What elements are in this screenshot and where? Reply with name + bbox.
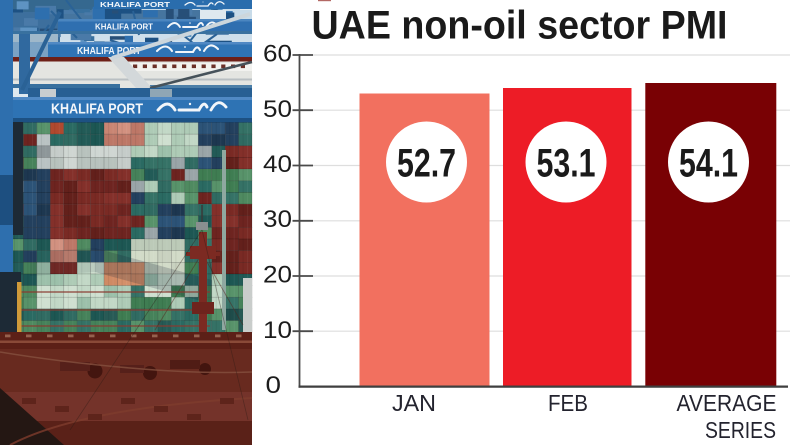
svg-text:KHALIFA PORT: KHALIFA PORT <box>51 102 143 118</box>
svg-text:KHALIFA PORT: KHALIFA PORT <box>77 46 141 57</box>
svg-text:FEB: FEB <box>548 390 588 416</box>
svg-text:52.7: 52.7 <box>397 142 456 186</box>
svg-text:50: 50 <box>263 96 292 123</box>
svg-text:KHALIFA PORT: KHALIFA PORT <box>100 2 171 9</box>
svg-text:KHALIFA PORT: KHALIFA PORT <box>95 22 154 32</box>
svg-text:UAE non-oil sector PMI: UAE non-oil sector PMI <box>312 4 728 48</box>
svg-text:54.1: 54.1 <box>679 142 738 186</box>
svg-text:0: 0 <box>266 372 282 399</box>
svg-text:60: 60 <box>263 41 292 68</box>
svg-text:10: 10 <box>263 317 292 344</box>
svg-text:30: 30 <box>263 206 292 233</box>
svg-text:53.1: 53.1 <box>537 142 596 186</box>
svg-text:SERIES: SERIES <box>705 417 776 443</box>
svg-text:20: 20 <box>263 262 292 289</box>
svg-text:40: 40 <box>263 151 292 178</box>
svg-text:JAN: JAN <box>392 390 436 416</box>
svg-text:AVERAGE: AVERAGE <box>677 390 777 416</box>
